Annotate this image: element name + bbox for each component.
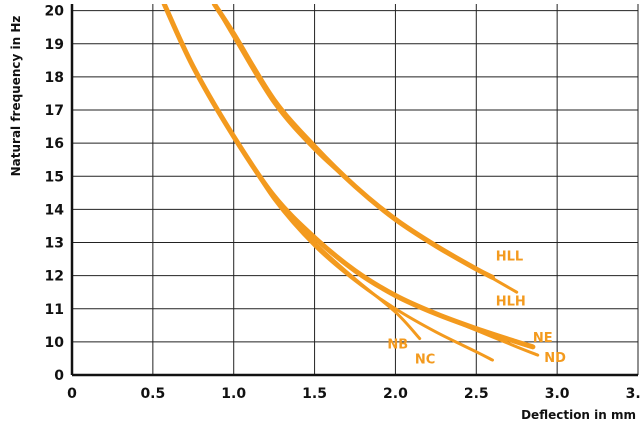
series-label-nd: ND <box>544 351 566 366</box>
y-tick-label: 10 <box>45 335 65 351</box>
series-label-nc: NC <box>415 352 435 367</box>
series-label-hlh: HLH <box>496 294 526 309</box>
axes <box>70 4 638 377</box>
y-tick-label: 17 <box>45 103 64 119</box>
x-tick-label: 3.0 <box>545 386 570 402</box>
series-line-nd <box>393 294 540 357</box>
series-label-nb: NB <box>387 338 408 353</box>
y-tick-label: 18 <box>45 70 64 86</box>
y-tick-label: 20 <box>45 4 65 20</box>
x-tick-label: 1.5 <box>302 386 327 402</box>
x-tick-label: 3.5 <box>626 386 640 402</box>
x-tick-label: 2.0 <box>383 386 408 402</box>
series-line-nb <box>232 135 422 341</box>
y-tick-label: 11 <box>45 302 64 318</box>
series-label-ne: NE <box>533 331 553 346</box>
y-axis-title: Natural frequency in Hz <box>9 16 23 177</box>
x-tick-label: 2.5 <box>464 386 489 402</box>
y-tick-label: 13 <box>45 236 64 252</box>
series-group <box>161 4 540 362</box>
y-tick-label: 0 <box>54 368 64 384</box>
y-tick-label: 12 <box>45 269 64 285</box>
y-tick-label: 15 <box>45 169 64 185</box>
series-line-hlh <box>212 4 519 294</box>
x-tick-label: 0 <box>67 386 77 402</box>
x-tick-label: 1.0 <box>221 386 246 402</box>
grid <box>72 4 639 375</box>
tick-labels: 0 0.5 1.0 1.5 2.0 2.5 3.0 3.5 0 10 11 12 13 14 15 16 17 1… <box>45 4 640 402</box>
y-tick-label: 14 <box>45 202 65 218</box>
y-tick-label: 19 <box>45 37 64 53</box>
series-line-hll <box>211 4 495 280</box>
series-line-nc <box>232 135 494 362</box>
series-label-hll: HLL <box>496 250 523 265</box>
y-tick-label: 16 <box>45 136 64 152</box>
series-line-ne <box>161 4 536 350</box>
x-tick-label: 0.5 <box>140 386 165 402</box>
x-axis-title: Deflection in mm <box>521 408 636 422</box>
series-labels: HLL HLH NE ND NB NC <box>387 250 566 368</box>
